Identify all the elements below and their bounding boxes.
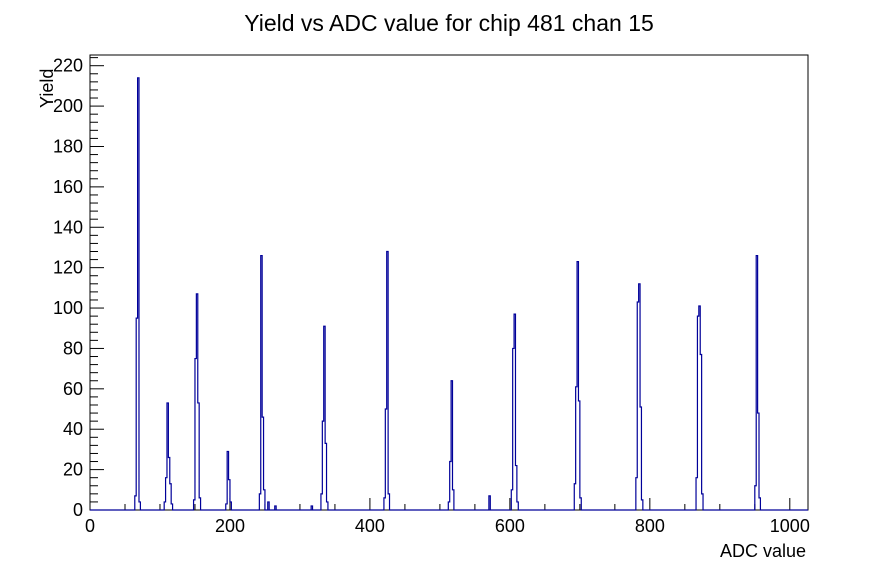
y-tick-label: 20	[63, 460, 83, 480]
x-tick-label: 200	[215, 516, 245, 536]
chart-title: Yield vs ADC value for chip 481 chan 15	[244, 10, 654, 36]
axis-tick-labels: 0 20 40 60 80 100 120 140 160 180 200 220 0 200 400 600…	[53, 56, 810, 536]
x-tick-label: 800	[635, 516, 665, 536]
y-tick-label: 180	[53, 136, 83, 156]
x-tick-label: 0	[85, 516, 95, 536]
x-tick-label: 400	[355, 516, 385, 536]
y-tick-label: 60	[63, 379, 83, 399]
y-tick-label: 40	[63, 419, 83, 439]
x-tick-label: 600	[495, 516, 525, 536]
histogram-line	[90, 77, 808, 511]
y-tick-label: 220	[53, 56, 83, 76]
y-tick-label: 0	[73, 500, 83, 520]
y-tick-label: 80	[63, 338, 83, 358]
axis-ticks	[89, 57, 791, 511]
y-tick-label: 160	[53, 177, 83, 197]
plot-frame	[89, 54, 809, 511]
y-tick-label: 200	[53, 96, 83, 116]
x-axis-title: ADC value	[720, 541, 806, 561]
y-axis-title: Yield	[37, 69, 57, 108]
y-tick-label: 120	[53, 258, 83, 278]
y-tick-label: 100	[53, 298, 83, 318]
x-tick-label: 1000	[770, 516, 810, 536]
y-tick-label: 140	[53, 217, 83, 237]
